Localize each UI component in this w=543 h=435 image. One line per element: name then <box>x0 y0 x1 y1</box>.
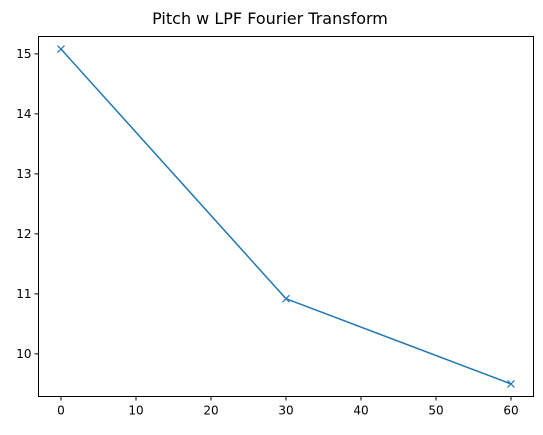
x-tick-label: 0 <box>57 404 65 418</box>
y-tick-label: 15 <box>16 47 31 61</box>
x-tick-label: 50 <box>428 404 443 418</box>
y-tick-label: 10 <box>16 347 31 361</box>
axes-frame <box>38 36 534 397</box>
x-axis: 0 10 20 30 40 50 60 <box>57 396 519 418</box>
data-point-marker <box>282 294 290 303</box>
x-tick-label: 10 <box>128 404 143 418</box>
x-tick-label: 60 <box>503 404 518 418</box>
x-tick-label: 30 <box>278 404 293 418</box>
y-axis: 10 11 12 13 14 15 <box>16 47 39 361</box>
y-tick-label: 13 <box>16 167 31 181</box>
y-tick-label: 12 <box>16 227 31 241</box>
x-tick-label: 40 <box>353 404 368 418</box>
y-tick-label: 14 <box>16 107 31 121</box>
plot-area <box>57 45 515 388</box>
y-tick-label: 11 <box>16 287 31 301</box>
x-tick-label: 20 <box>203 404 218 418</box>
data-point-marker <box>507 379 515 388</box>
chart-title: Pitch w LPF Fourier Transform <box>152 9 388 28</box>
data-point-marker <box>57 45 65 54</box>
series-line <box>59 48 512 385</box>
